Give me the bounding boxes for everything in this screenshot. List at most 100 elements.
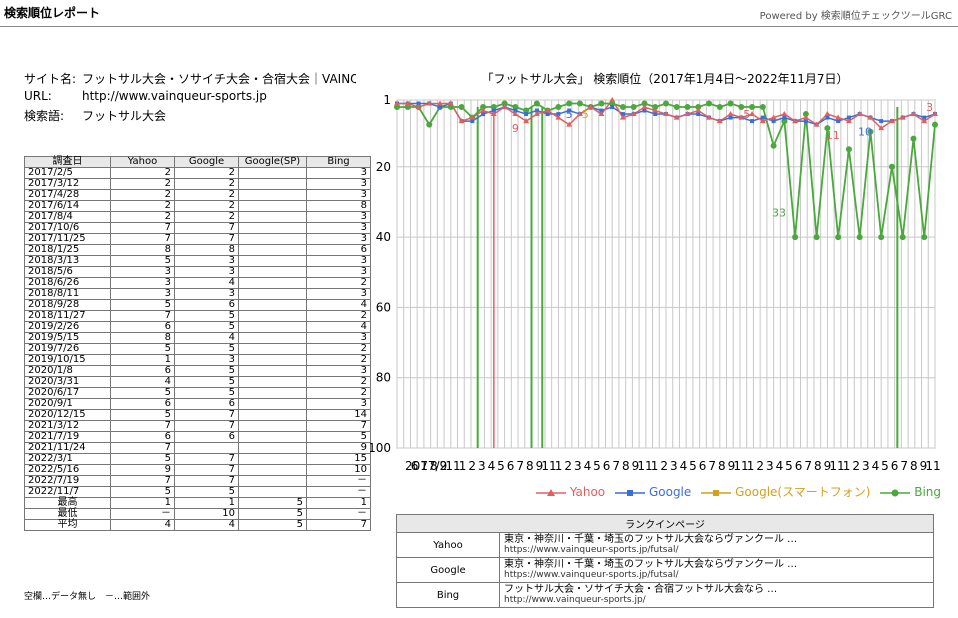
y-tick-label: 1 xyxy=(383,93,391,107)
y-tick-label: 100 xyxy=(370,441,391,455)
yahoo-point xyxy=(888,118,895,124)
yahoo-point xyxy=(824,111,831,117)
rank-cell: 3 xyxy=(306,365,371,377)
rank-cell: 7 xyxy=(110,420,175,432)
google-point xyxy=(771,119,776,124)
landing-page-url[interactable]: http://www.vainqueur-sports.jp/ xyxy=(504,595,646,605)
y-tick-label: 20 xyxy=(376,160,391,174)
x-tick-label: 6 xyxy=(891,459,899,473)
x-tick-label: 11 xyxy=(637,459,652,473)
bing-point xyxy=(609,100,616,107)
yahoo-point xyxy=(458,118,465,124)
rank-cell: － xyxy=(110,508,175,520)
bing-point xyxy=(652,104,659,111)
ranking-table: 調査日 Yahoo Google Google(SP) Bing 2017/2/5 2 2 3… xyxy=(24,156,371,531)
rank-cell: 4 xyxy=(306,321,371,333)
data-label: 33 xyxy=(772,206,786,219)
yahoo-point xyxy=(921,118,928,124)
rank-cell: 5 xyxy=(110,343,175,355)
x-tick-label: 7 xyxy=(516,459,524,473)
bing-point xyxy=(523,107,530,114)
table-row: 2021/7/19 6 6 5 xyxy=(24,431,371,443)
rank-cell: 4 xyxy=(306,299,371,311)
x-tick-label: 8 xyxy=(430,459,438,473)
yahoo-point xyxy=(878,125,885,131)
date-cell: 2019/7/26 xyxy=(24,343,111,355)
data-label: 11 xyxy=(826,129,840,142)
yahoo-point xyxy=(523,118,530,124)
rank-cell: 2 xyxy=(306,376,371,388)
x-tick-label: 5 xyxy=(785,459,793,473)
x-tick-label: 8 xyxy=(910,459,918,473)
x-tick-label: 7 xyxy=(612,459,620,473)
landing-page-url[interactable]: https://www.vainqueur-sports.jp/futsal/ xyxy=(504,570,679,580)
x-tick-label: 4 xyxy=(584,459,592,473)
rank-cell: 5 xyxy=(110,387,175,399)
rank-cell: 5 xyxy=(174,376,239,388)
table-row: 2019/10/15 1 3 2 xyxy=(24,354,371,366)
rank-cell xyxy=(238,310,307,322)
date-cell: 2021/11/24 xyxy=(24,442,111,454)
rank-cell: 2 xyxy=(110,167,175,179)
bing-point xyxy=(501,100,508,107)
rank-cell xyxy=(238,321,307,333)
x-tick-label: 9 xyxy=(440,459,448,473)
bing-point xyxy=(899,234,906,241)
x-tick-label: 2 xyxy=(852,459,860,473)
rank-cell: 3 xyxy=(110,266,175,278)
rank-cell xyxy=(238,277,307,289)
rank-cell xyxy=(238,343,307,355)
bing-point xyxy=(630,104,637,111)
chart-title: 「フットサル大会」 検索順位（2017年1月4日～2022年11月7日） xyxy=(481,72,849,86)
bing-point xyxy=(512,104,519,111)
google-point xyxy=(782,115,787,120)
x-tick-label: 5 xyxy=(881,459,889,473)
rank-cell xyxy=(238,420,307,432)
date-cell: 2018/6/26 xyxy=(24,277,111,289)
data-label: 5 xyxy=(566,108,573,121)
google-point xyxy=(438,105,443,110)
keyword-value: フットサル大会 xyxy=(82,109,167,123)
header-divider xyxy=(0,26,958,27)
google-point xyxy=(545,112,550,117)
bing-point xyxy=(932,121,938,128)
rank-cell: 6 xyxy=(174,398,239,410)
rank-cell xyxy=(238,409,307,421)
rank-cell xyxy=(238,211,307,223)
bing-point xyxy=(598,100,605,107)
url-value: http://www.vainqueur-sports.jp xyxy=(82,89,267,103)
yahoo-point xyxy=(695,107,702,113)
yahoo-point xyxy=(899,114,906,120)
landing-row: Google 東京・神奈川・千葉・埼玉のフットサル大会ならヴァンクール … http… xyxy=(396,557,934,583)
rank-cell: 2 xyxy=(174,211,239,223)
x-tick-label: 11 xyxy=(829,459,844,473)
date-cell: 2019/2/26 xyxy=(24,321,111,333)
bing-point xyxy=(921,234,928,241)
table-row: 2022/5/16 9 7 10 xyxy=(24,464,371,476)
google-point xyxy=(556,112,561,117)
rank-cell xyxy=(238,453,307,465)
rank-cell: 7 xyxy=(174,420,239,432)
rank-cell: 1 xyxy=(110,497,175,509)
table-row: 2018/1/25 8 8 6 xyxy=(24,244,371,256)
bing-point xyxy=(716,104,723,111)
chart-legend: Yahoo Google Google(スマートフォン) Bing xyxy=(536,483,951,500)
rank-cell xyxy=(238,365,307,377)
bing-point xyxy=(770,142,777,149)
date-cell: 2022/11/7 xyxy=(24,486,111,498)
landing-page-url[interactable]: https://www.vainqueur-sports.jp/futsal/ xyxy=(504,545,679,555)
keyword-row: 検索語: フットサル大会 xyxy=(24,107,166,124)
rank-cell: 6 xyxy=(110,431,175,443)
x-tick-label: 2 xyxy=(660,459,668,473)
yahoo-point xyxy=(716,118,723,124)
landing-page-cell: フットサル大会・ソサイチ大会・合宿フットサル大会なら … http://www.v… xyxy=(499,582,934,608)
x-tick-label: 6 xyxy=(411,459,419,473)
landing-page-title: フットサル大会・ソサイチ大会・合宿フットサル大会なら … xyxy=(504,584,778,595)
engine-cell: Google xyxy=(396,557,500,583)
table-row: 2022/7/19 7 7 － xyxy=(24,475,371,487)
rank-cell: 8 xyxy=(110,332,175,344)
table-row: 2020/1/8 6 5 3 xyxy=(24,365,371,377)
x-tick-label: 9 xyxy=(920,459,928,473)
rank-cell xyxy=(238,189,307,201)
date-cell: 2019/10/15 xyxy=(24,354,111,366)
